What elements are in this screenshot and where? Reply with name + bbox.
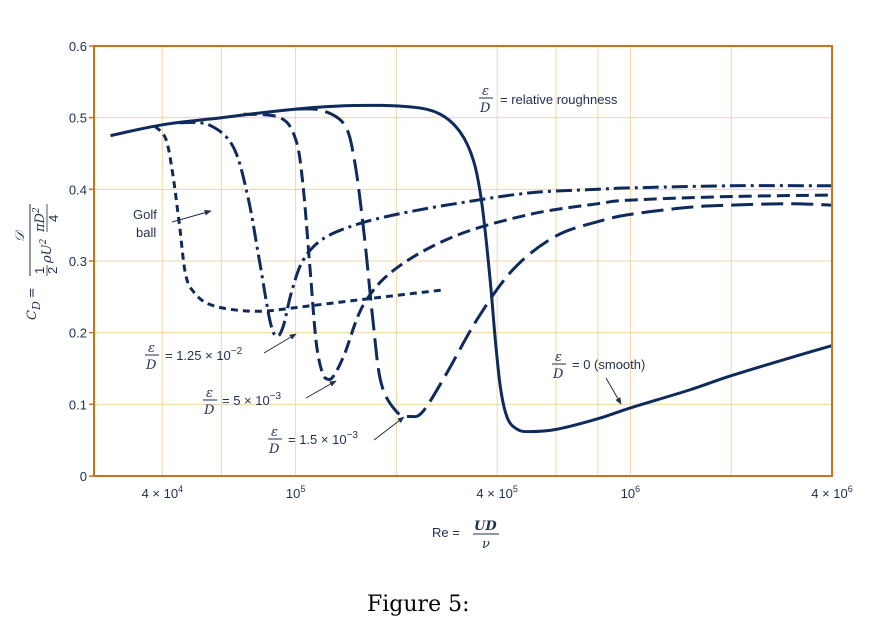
series-line-2 xyxy=(243,112,833,382)
axis-ticks: 0 0.1 0.2 0.3 0.4 0.5 0.6 4 × 104 105 4 × 105 106 4… xyxy=(69,39,853,501)
svg-text:πD2: πD2 xyxy=(32,207,48,233)
x-label-den: ν xyxy=(482,537,490,552)
svg-text:= 1.5 × 10−3: = 1.5 × 10−3 xyxy=(288,430,358,447)
smooth-d: D xyxy=(552,367,564,382)
plot-frame xyxy=(93,45,833,477)
golf-label-1: Golf xyxy=(133,207,157,222)
x-tick-label: 106 xyxy=(621,484,640,501)
legend-eps: ε xyxy=(482,84,489,99)
r2-exp: −3 xyxy=(270,391,282,402)
x-tick-label: 105 xyxy=(286,484,305,501)
y-label-eq: = xyxy=(25,287,40,298)
r1-d: D xyxy=(145,358,157,373)
x-tick-label: 4 × 106 xyxy=(811,484,853,501)
smooth-annotation: ε D = 0 (smooth) xyxy=(552,350,645,405)
r1-arrow xyxy=(263,333,297,354)
x-tick-label: 4 × 105 xyxy=(476,484,518,501)
y-axis-label: CD= 𝒟 1 2 ρU2 πD2 4 xyxy=(13,204,61,320)
r3-value: = 1.5 × 10 xyxy=(288,432,347,447)
svg-text:= 1.25 × 10−2: = 1.25 × 10−2 xyxy=(165,346,243,363)
y-tick-label: 0.5 xyxy=(69,111,87,126)
y-label-c: C xyxy=(25,310,40,320)
roughness-1-annotation: ε D = 1.25 × 10−2 xyxy=(145,333,297,373)
smooth-value: = 0 (smooth) xyxy=(572,357,645,372)
y-tick-label: 0.4 xyxy=(69,182,87,197)
r2-d: D xyxy=(203,403,215,418)
y-label-den-sup: 2 xyxy=(39,238,49,245)
r2-eps: ε xyxy=(206,386,213,401)
y-label-den-mid: ρU xyxy=(40,243,55,264)
y-label-sub: D xyxy=(30,301,43,311)
y-tick-label: 0.1 xyxy=(69,397,87,412)
y-label-numerator: 𝒟 xyxy=(13,229,28,242)
x-axis-label: Re = UD ν xyxy=(432,519,499,552)
legend-title-text: = relative roughness xyxy=(500,92,618,107)
r3-d: D xyxy=(268,442,280,457)
y-label-den-pi-sup: 2 xyxy=(32,207,42,214)
y-label-frac-den: 2 xyxy=(45,267,60,274)
smooth-eps: ε xyxy=(555,350,562,365)
grid-lines xyxy=(94,45,833,476)
r2-arrow xyxy=(305,380,337,399)
golf-label-2: ball xyxy=(136,225,156,240)
roughness-2-annotation: ε D = 5 × 10−3 xyxy=(203,380,337,418)
series-line-0 xyxy=(110,103,833,434)
legend-roughness-title: ε D = relative roughness xyxy=(479,84,618,116)
roughness-3-annotation: ε D = 1.5 × 10−3 xyxy=(268,416,405,457)
y-label-frac-num: 1 xyxy=(32,267,47,274)
y-tick-label: 0.3 xyxy=(69,254,87,269)
r1-value: = 1.25 × 10 xyxy=(165,348,231,363)
x-tick-label: 4 × 104 xyxy=(142,484,184,501)
svg-text:= 5 × 10−3: = 5 × 10−3 xyxy=(222,391,282,408)
series-line-1 xyxy=(295,107,833,419)
golf-arrow xyxy=(171,210,212,223)
svg-text:ρU2: ρU2 xyxy=(39,238,55,264)
y-tick-label: 0.6 xyxy=(69,39,87,54)
figure-caption: Figure 5: xyxy=(367,592,470,617)
series-line-3 xyxy=(179,120,833,338)
legend-d: D xyxy=(479,101,491,116)
series-line-4 xyxy=(153,125,446,313)
r3-arrow xyxy=(373,416,405,441)
r2-value: = 5 × 10 xyxy=(222,393,270,408)
y-label-den-pi-den: 4 xyxy=(46,215,61,222)
y-label-den-pi: πD xyxy=(33,212,48,233)
smooth-arrow xyxy=(605,377,622,405)
x-label-num: UD xyxy=(474,519,497,534)
r1-exp: −2 xyxy=(231,346,243,357)
r3-eps: ε xyxy=(271,425,278,440)
drag-curves xyxy=(110,103,833,434)
r1-eps: ε xyxy=(148,341,155,356)
golf-ball-annotation: Golf ball xyxy=(133,207,212,240)
y-tick-label: 0.2 xyxy=(69,326,87,341)
y-tick-label: 0 xyxy=(80,469,87,484)
x-label-left: Re = xyxy=(432,525,460,540)
r3-exp: −3 xyxy=(347,430,359,441)
svg-text:CD=: CD = xyxy=(25,287,43,320)
